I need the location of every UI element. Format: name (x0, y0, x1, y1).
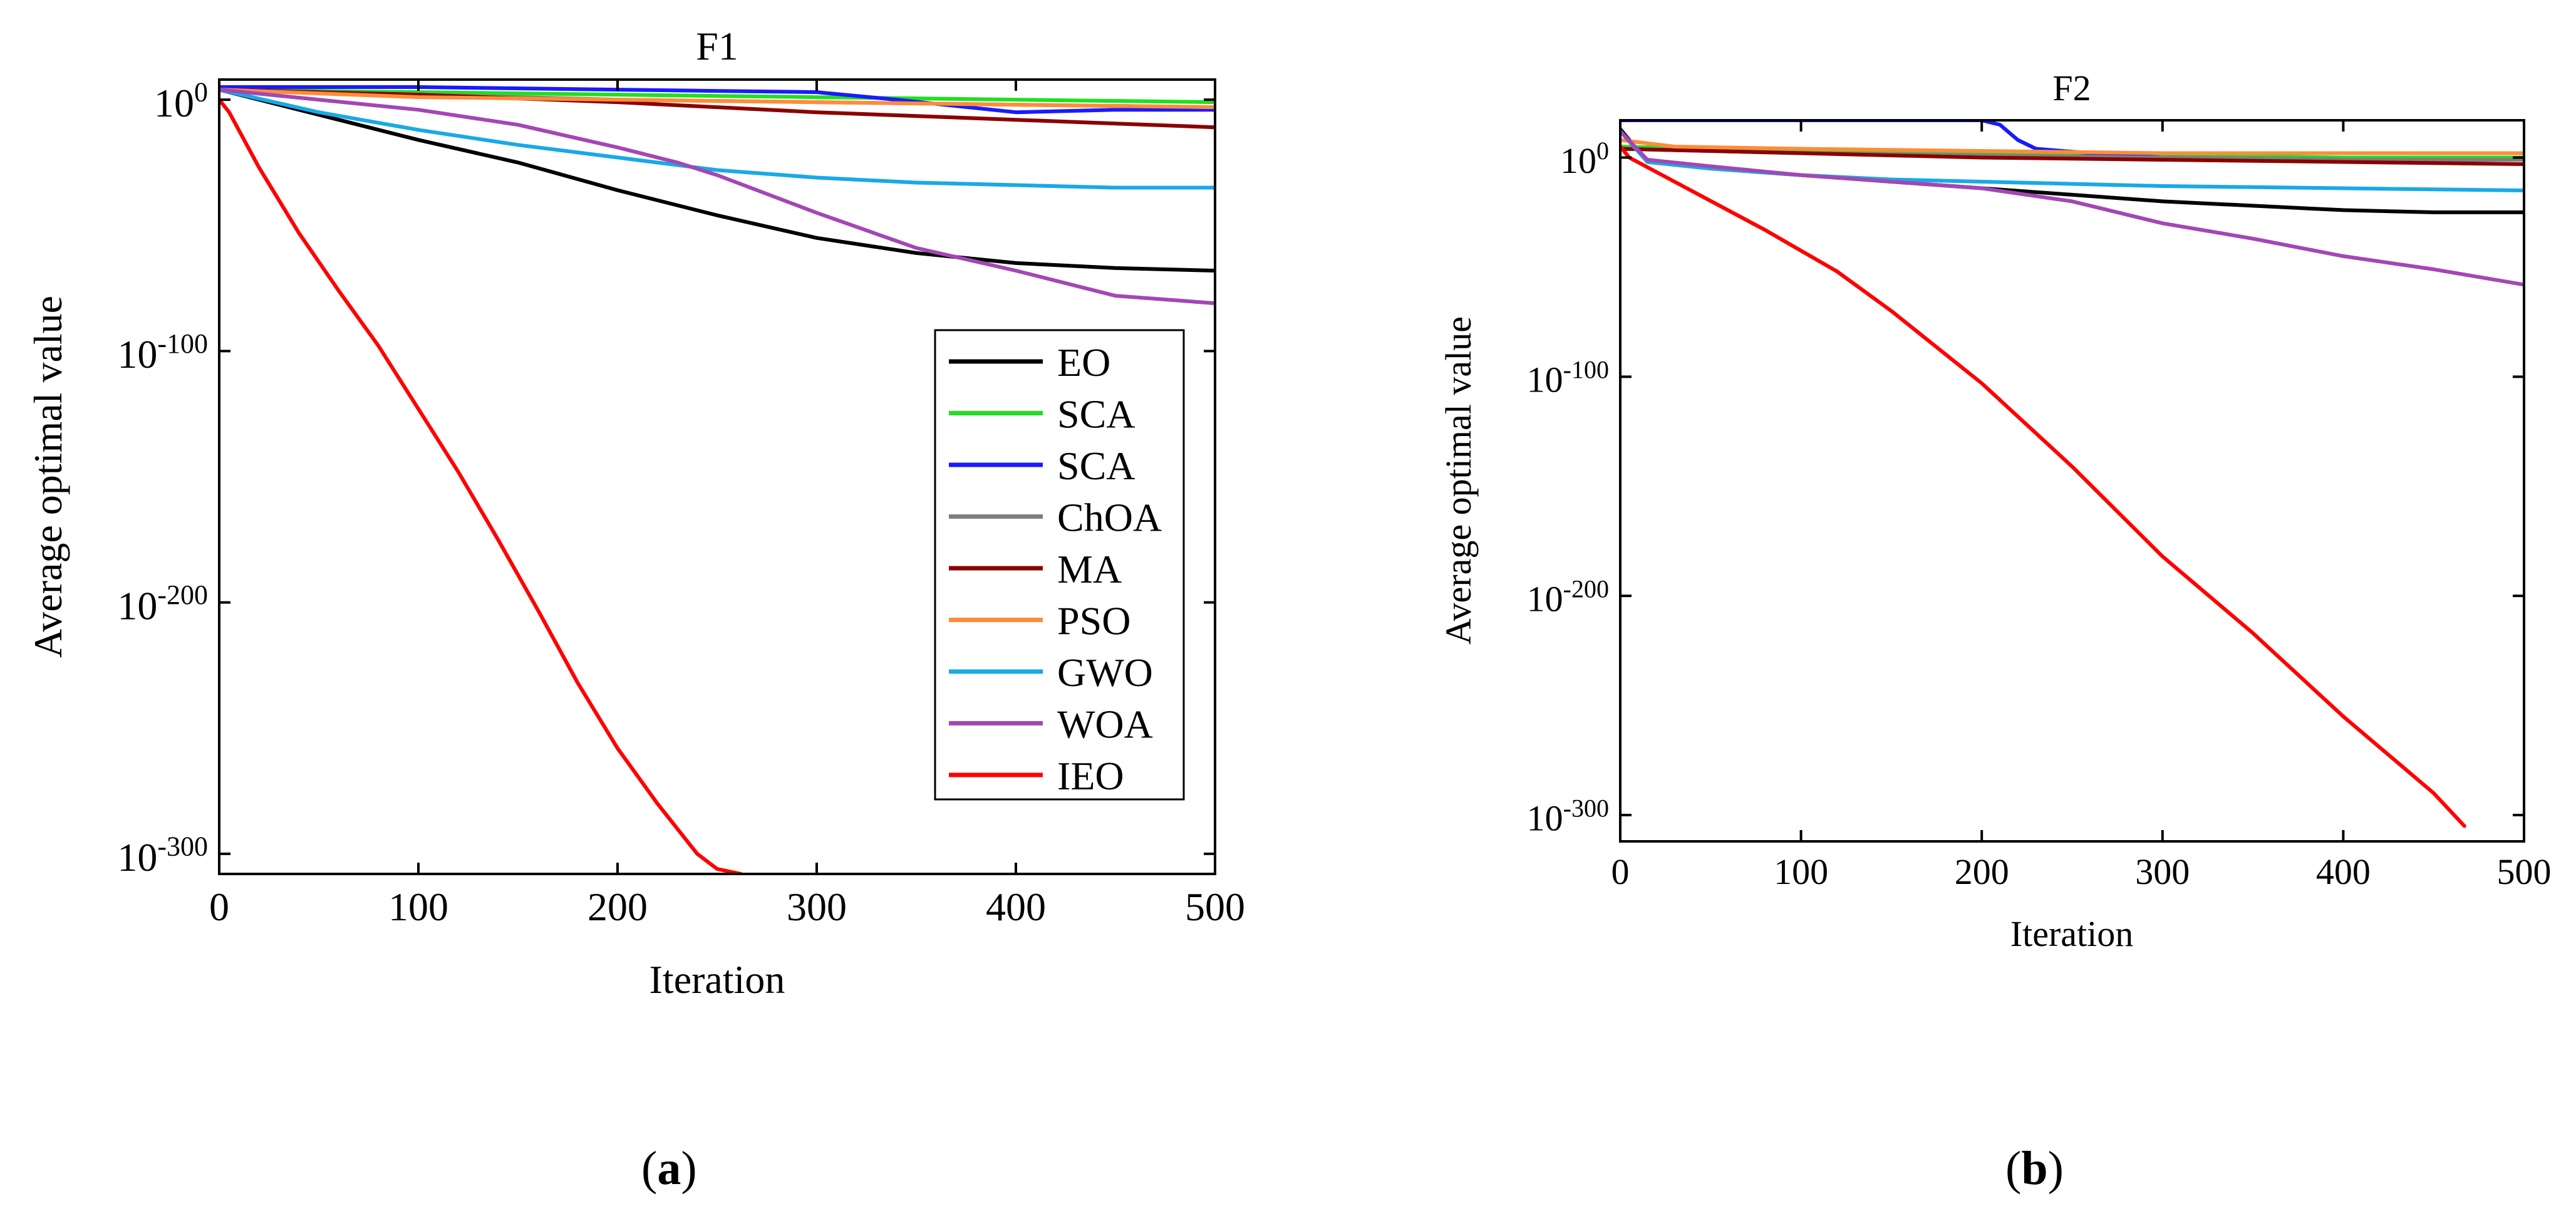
x-tick-label: 100 (388, 885, 448, 929)
caption-b: (b) (2005, 1141, 2064, 1196)
series-group (1620, 120, 2524, 828)
series-line-sca-2 (219, 85, 1215, 115)
series-line-sca-1 (219, 88, 1215, 105)
legend-label-pso: PSO (1057, 599, 1130, 643)
y-tick-label: 10-100 (1527, 356, 1609, 400)
caption-b-close: ) (2047, 1142, 2064, 1195)
y-axis-label: Average optimal value (26, 296, 70, 658)
y-tick-label: 10-200 (1527, 574, 1609, 619)
y-tick-label: 10-200 (117, 579, 208, 628)
series-line-ieo-8 (1620, 145, 2466, 828)
legend-label-sca: SCA (1057, 392, 1135, 437)
plot-area (1620, 120, 2524, 841)
caption-a-open: ( (641, 1142, 658, 1195)
x-tick-label: 300 (2135, 851, 2190, 892)
series-line-woa-7 (219, 88, 1215, 306)
x-tick-label: 0 (209, 885, 229, 929)
chart-title: F1 (696, 24, 738, 68)
chart-panel-a: 0 100 200 300 400 500 100 10-100 10-200 10-300 F1 I… (26, 24, 1245, 1002)
x-tick-label: 100 (1774, 851, 1828, 892)
x-tick-label: 300 (787, 885, 847, 929)
caption-a-close: ) (681, 1142, 697, 1195)
series-line-pso-5 (219, 88, 1215, 110)
y-axis-label: Average optimal value (1438, 316, 1479, 645)
caption-a-label: a (657, 1142, 681, 1195)
y-tick-label: 10-300 (117, 831, 208, 879)
y-tick-label: 10-100 (117, 328, 208, 377)
x-tick-label: 400 (2316, 851, 2371, 892)
x-axis-label: Iteration (2010, 913, 2133, 954)
axes-box (1619, 119, 2525, 843)
legend-label-ieo: IEO (1057, 754, 1124, 798)
legend-label-sca: SCA (1057, 444, 1135, 488)
series-line-eo-0 (219, 88, 1215, 273)
x-tick-label: 400 (986, 885, 1046, 929)
legend: EO SCA SCA ChOA MA PSO GWO WOA IEO (934, 329, 1185, 801)
x-tick-label: 500 (2497, 851, 2552, 892)
series-line-ma-4 (1620, 147, 2524, 166)
caption-b-label: b (2021, 1142, 2048, 1195)
x-tick-label: 500 (1185, 885, 1245, 929)
legend-label-choa: ChOA (1057, 496, 1162, 540)
y-tick-label: 100 (1560, 137, 1609, 181)
legend-label-gwo: GWO (1057, 650, 1153, 695)
legend-label-eo: EO (1057, 340, 1110, 385)
caption-a: (a) (641, 1141, 697, 1196)
y-tick-label: 10-300 (1527, 794, 1609, 838)
legend-label-ma: MA (1057, 547, 1122, 591)
series-line-sca-1 (1620, 145, 2524, 160)
series-line-woa-7 (1620, 129, 2524, 287)
series-group (219, 85, 1215, 874)
series-line-gwo-6 (1620, 129, 2524, 192)
x-tick-label: 200 (587, 885, 648, 929)
y-tick-label: 100 (154, 77, 208, 125)
axes-box (218, 78, 1216, 875)
legend-label-woa: WOA (1057, 702, 1153, 747)
x-axis-label: Iteration (649, 957, 785, 1002)
x-tick-label: 0 (1611, 851, 1630, 892)
series-line-ma-4 (219, 88, 1215, 130)
caption-b-open: ( (2005, 1142, 2022, 1195)
series-line-gwo-6 (219, 88, 1215, 190)
chart-panel-b: 0 100 200 300 400 500 100 10-100 10-200 10-300 F2 I… (1438, 68, 2552, 954)
x-tick-label: 200 (1955, 851, 2009, 892)
chart-title: F2 (2052, 68, 2091, 108)
series-line-pso-5 (1620, 138, 2524, 155)
series-line-ieo-8 (219, 98, 743, 874)
